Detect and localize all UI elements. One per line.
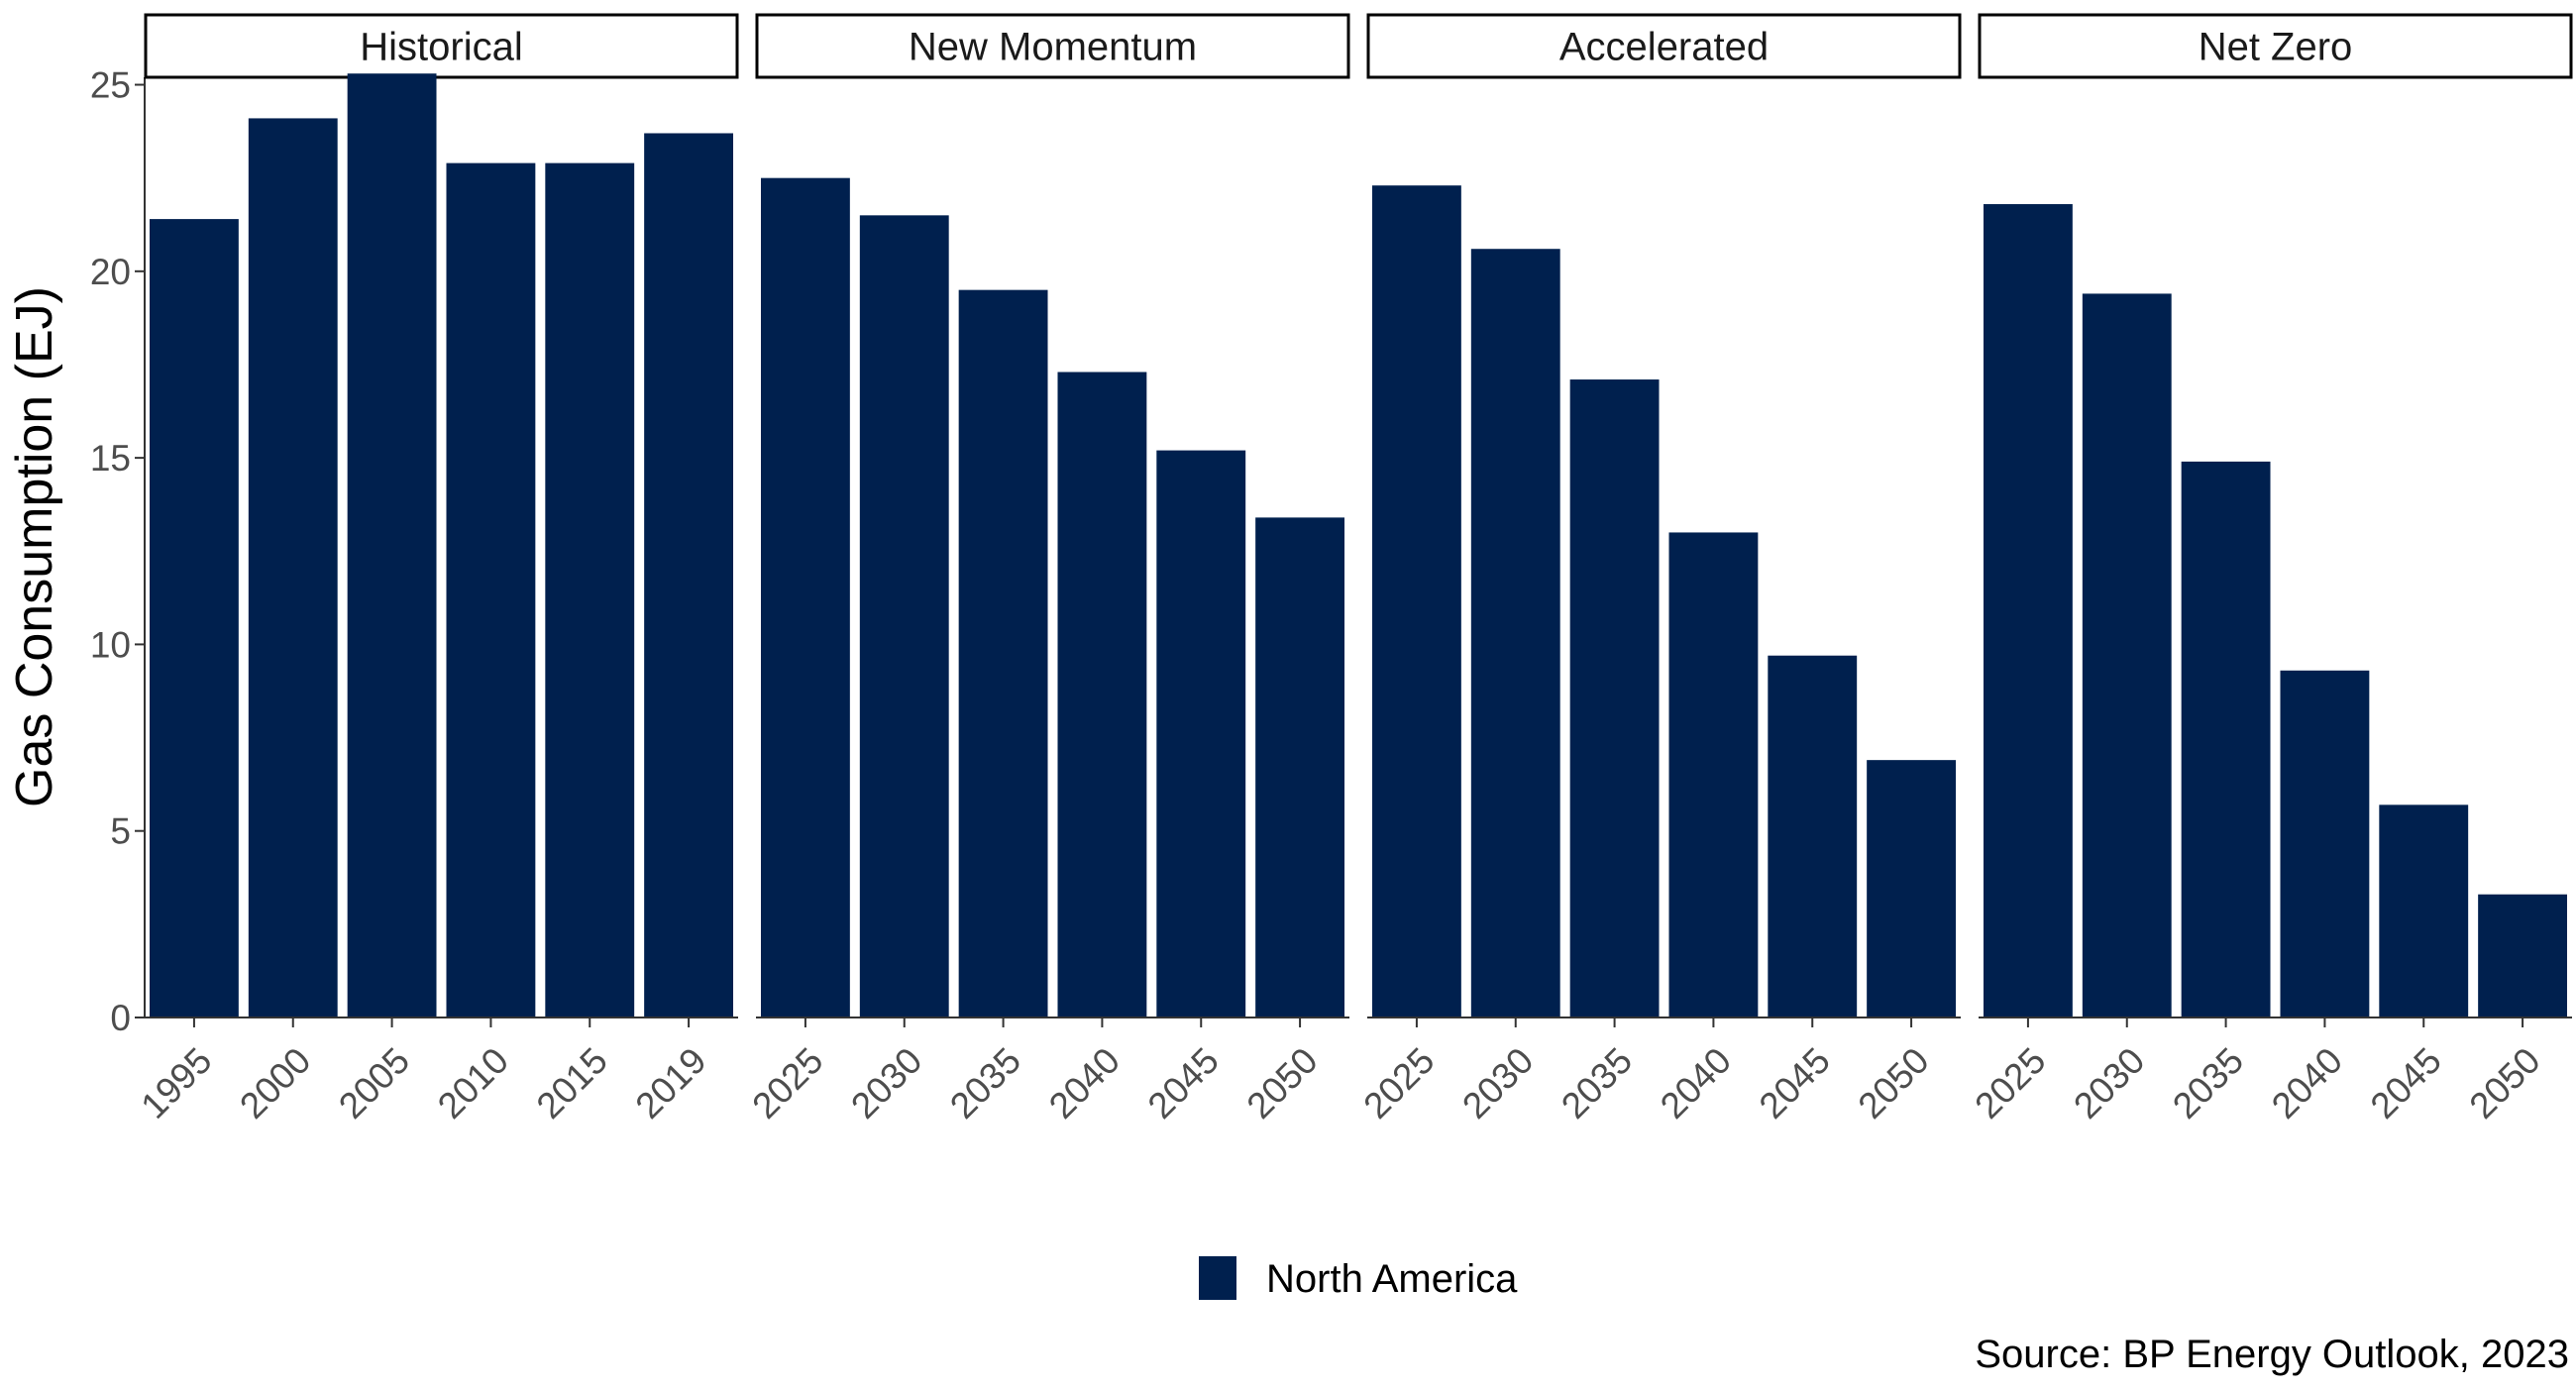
legend: North America [1199, 1256, 1518, 1301]
facet-panel-net-zero: Net Zero 2025 2030 2035 2040 2045 2050 [1967, 13, 2573, 1126]
x-tick-label: 1995 [133, 1040, 219, 1126]
bar [760, 177, 850, 1017]
bar [2379, 804, 2469, 1017]
bar [347, 73, 437, 1017]
x-tick-label: 2050 [1239, 1040, 1326, 1126]
x-tick-label: 2030 [1454, 1040, 1541, 1126]
bar [1156, 450, 1246, 1018]
x-tick-label: 2035 [1554, 1040, 1640, 1126]
x-tick-label: 2040 [1041, 1040, 1127, 1126]
x-tick-label: 2040 [2264, 1040, 2350, 1126]
facet-panel-historical: Historical 1995 2000 2005 2010 2015 2019 [133, 13, 739, 1126]
bar [958, 289, 1048, 1017]
bar [248, 118, 338, 1017]
bar [545, 162, 635, 1017]
x-tick-label: 2045 [2363, 1040, 2449, 1126]
bar [2181, 461, 2271, 1018]
x-tick-label: 2040 [1653, 1040, 1739, 1126]
x-tick-label: 2045 [1752, 1040, 1838, 1126]
facet-strip-label: Historical [360, 26, 522, 69]
bar [644, 133, 734, 1017]
facet-strip-label: New Momentum [909, 26, 1197, 69]
facet-strip-label: Accelerated [1559, 26, 1769, 69]
bar [1983, 204, 2073, 1018]
legend-swatch-north-america [1199, 1256, 1236, 1300]
legend-label-north-america: North America [1266, 1257, 1518, 1301]
x-tick-label: 2015 [529, 1040, 615, 1126]
y-axis-title: Gas Consumption (EJ) [6, 286, 63, 807]
bar [859, 215, 949, 1018]
bar [446, 162, 536, 1017]
y-tick-label: 25 [90, 65, 131, 106]
facet-strip [144, 13, 739, 79]
x-tick-label: 2050 [2462, 1040, 2548, 1126]
facet-strip-label: Net Zero [2199, 26, 2353, 69]
x-tick-label: 2030 [2066, 1040, 2152, 1126]
x-tick-label: 2005 [331, 1040, 417, 1126]
x-tick-label: 2019 [628, 1040, 714, 1126]
x-tick-label: 2045 [1140, 1040, 1227, 1126]
facet-panel-accelerated: Accelerated 2025 2030 2035 2040 2045 2050 [1355, 13, 1962, 1126]
bar [1255, 517, 1345, 1017]
bar [149, 219, 239, 1018]
x-tick-label: 2025 [1355, 1040, 1442, 1126]
bar [1569, 379, 1660, 1017]
bar [2082, 293, 2172, 1017]
bar [1768, 655, 1858, 1017]
x-tick-label: 2050 [1851, 1040, 1937, 1126]
x-tick-label: 2000 [232, 1040, 318, 1126]
y-tick-label: 0 [110, 998, 131, 1038]
bar [1668, 532, 1759, 1017]
y-tick-label: 5 [110, 811, 131, 852]
y-tick-label: 10 [90, 624, 131, 665]
bar [1470, 249, 1560, 1017]
y-tick-label: 20 [90, 252, 131, 292]
bar [1057, 372, 1147, 1017]
y-tick-label: 15 [90, 438, 131, 479]
bar [2478, 894, 2568, 1017]
x-tick-label: 2035 [2165, 1040, 2251, 1126]
x-tick-label: 2025 [744, 1040, 830, 1126]
facet-strip [1978, 13, 2573, 79]
x-tick-label: 2030 [843, 1040, 929, 1126]
x-tick-label: 2035 [942, 1040, 1028, 1126]
bar [2280, 670, 2370, 1017]
facet-strip [755, 13, 1350, 79]
bar [1371, 185, 1461, 1017]
facet-panel-new-momentum: New Momentum 2025 2030 2035 2040 2045 2050 [744, 13, 1350, 1126]
source-caption: Source: BP Energy Outlook, 2023 [1975, 1333, 2569, 1376]
facet-strip [1366, 13, 1962, 79]
x-tick-label: 2010 [430, 1040, 516, 1126]
bar [1867, 760, 1957, 1017]
x-tick-label: 2025 [1967, 1040, 2053, 1126]
